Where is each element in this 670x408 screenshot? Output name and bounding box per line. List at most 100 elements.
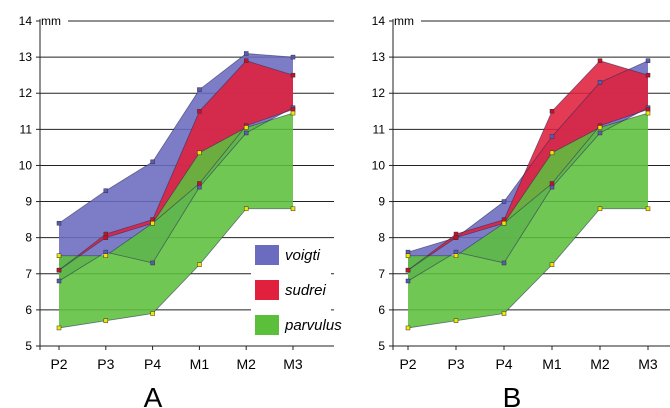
panel-b-line-sudrei-upper <box>407 60 649 271</box>
panel-b-point-voigti-upper <box>501 199 507 204</box>
panel-a-point-sudrei-upper <box>243 58 249 63</box>
panel-a-point-parvulus-upper <box>197 150 202 156</box>
legend-label-sudrei: sudrei <box>285 282 327 299</box>
panel-a-point-parvulus-upper <box>290 110 296 116</box>
panel-b-series-lines <box>407 60 649 329</box>
panel-a-ytick-label: 6 <box>25 303 32 317</box>
legend-label-parvulus: parvulus <box>284 317 342 334</box>
panel-a-xtick-label: P4 <box>144 356 161 372</box>
panel-b-point-parvulus-upper <box>501 220 507 226</box>
panel-a-point-parvulus-lower <box>56 325 62 331</box>
panel-a-point-parvulus-lower <box>103 318 109 323</box>
panel-a-point-voigti-lower <box>150 260 155 266</box>
panel-b-point-parvulus-lower <box>597 206 603 212</box>
panel-b-ytick-label: 11 <box>373 122 386 136</box>
panel-b-point-sudrei-upper <box>645 72 651 78</box>
panel-a-ytick-label: 11 <box>20 122 33 136</box>
panel-b-point-voigti-lower <box>501 260 507 266</box>
panel-b-ytick-label: 5 <box>378 339 385 353</box>
panel-b-ytick-label: 14 <box>372 14 386 28</box>
panel-b-xtick-label: P2 <box>399 356 416 372</box>
panel-b-point-voigti-upper <box>549 134 555 139</box>
panel-b-ytick-label: 9 <box>378 195 385 209</box>
panel-b-ytick-label: 12 <box>372 86 386 100</box>
panel-a-point-voigti-lower <box>56 278 62 284</box>
panel-a-area-sudrei <box>59 60 293 271</box>
panel-b-label: B <box>503 382 522 408</box>
panel-b-area-sudrei <box>408 60 648 271</box>
chart-panel-a: 5 6 7 8 9 10 11 12 13 14 mm P2 P3 P4 M1 M2 M3 A <box>19 14 334 408</box>
panel-a-line-parvulus-lower <box>58 208 293 329</box>
panel-a-ytick-label: 5 <box>25 339 32 353</box>
panel-a-point-parvulus-upper <box>103 253 109 258</box>
panel-a-ytick-label: 14 <box>19 14 33 28</box>
panel-a-point-parvulus-upper <box>150 220 155 226</box>
panel-a-point-voigti-upper <box>103 188 109 193</box>
panel-a-ytick-label: 7 <box>25 267 32 281</box>
panel-b-point-parvulus-lower <box>501 311 507 316</box>
panel-a-point-voigti-upper <box>56 220 62 226</box>
panel-a-xtick-label: P3 <box>97 356 114 372</box>
panel-b-xtick-label: P3 <box>447 356 464 372</box>
panel-b-ytick-label: 6 <box>378 303 385 317</box>
panel-b-point-voigti-upper <box>597 80 603 85</box>
panel-a-xtick-label: P2 <box>50 356 67 372</box>
panel-a-line-sudrei-upper <box>58 60 294 271</box>
panel-a-point-parvulus-upper <box>243 125 249 130</box>
panel-b-point-voigti-lower <box>597 130 603 136</box>
panel-a-point-sudrei-upper <box>290 72 296 78</box>
panel-b-line-parvulus-upper <box>408 112 649 257</box>
panel-b-ytick-label: 8 <box>378 231 385 245</box>
panel-a-point-voigti-lower <box>243 130 249 136</box>
panel-b-ytick-label: 7 <box>378 267 385 281</box>
panel-b-xtick-label: P4 <box>495 356 512 372</box>
panel-a-line-sudrei-lower <box>58 109 294 271</box>
panel-a-ytick-label: 10 <box>19 158 33 172</box>
panel-a-point-voigti-upper <box>290 54 296 60</box>
panel-a-point-voigti-upper <box>150 159 155 165</box>
panel-a-ytick-label: 8 <box>25 231 32 245</box>
panel-b-point-parvulus-upper <box>597 125 603 130</box>
panel-a-y-unit-label: mm <box>41 14 61 28</box>
panel-a-point-sudrei-lower <box>197 181 202 186</box>
legend: voigti sudrei parvulus <box>251 239 342 335</box>
panel-b-point-voigti-upper <box>645 58 651 63</box>
panel-a-ytick-label: 12 <box>19 86 33 100</box>
panel-a-line-voigti-lower <box>58 107 294 282</box>
panel-b-area-parvulus <box>408 113 648 328</box>
panel-a-point-parvulus-lower <box>290 206 296 212</box>
panel-b-line-sudrei-lower <box>407 109 649 271</box>
panel-a-line-voigti-upper <box>58 53 294 224</box>
panel-b-point-parvulus-upper <box>549 150 555 156</box>
legend-swatch-parvulus <box>255 315 279 335</box>
panel-b-point-sudrei-lower <box>549 181 555 186</box>
panel-b-point-parvulus-lower <box>405 325 411 331</box>
panel-a-line-parvulus-upper <box>59 112 294 257</box>
panel-b-xtick-label: M3 <box>638 356 658 372</box>
panel-a-series-lines <box>58 53 294 329</box>
legend-swatch-voigti <box>255 245 279 265</box>
panel-a-point-parvulus-upper <box>56 253 62 258</box>
panel-b-point-parvulus-lower <box>645 206 651 212</box>
panel-b-point-sudrei-upper <box>549 109 555 114</box>
panel-a-ytick-label: 13 <box>19 50 33 64</box>
panel-a-xtick-label: M1 <box>190 356 210 372</box>
panel-b-xtick-label: M2 <box>590 356 610 372</box>
chart-panel-b: 5 6 7 8 9 10 11 12 13 14 mm P2 P3 P4 M1 M2 M3 B <box>372 14 670 408</box>
panel-a-xtick-label: M3 <box>283 356 303 372</box>
panel-a-point-voigti-upper <box>197 87 202 92</box>
panel-b-xtick-label: M1 <box>542 356 562 372</box>
panel-b-point-parvulus-upper <box>453 253 459 258</box>
panel-b-point-sudrei-upper <box>597 58 603 63</box>
legend-label-voigti: voigti <box>285 247 321 264</box>
panel-b-point-sudrei-lower <box>453 235 459 240</box>
panel-b-point-voigti-lower <box>405 278 411 284</box>
panel-b-y-unit-label: mm <box>394 14 414 28</box>
panel-a-point-voigti-upper <box>243 51 249 56</box>
panel-a-xtick-label: M2 <box>236 356 256 372</box>
panel-b-line-parvulus-lower <box>407 208 648 329</box>
panel-b-line-voigti-lower <box>407 107 649 282</box>
panel-a-point-sudrei-lower <box>103 235 109 240</box>
legend-swatch-sudrei <box>255 280 279 300</box>
